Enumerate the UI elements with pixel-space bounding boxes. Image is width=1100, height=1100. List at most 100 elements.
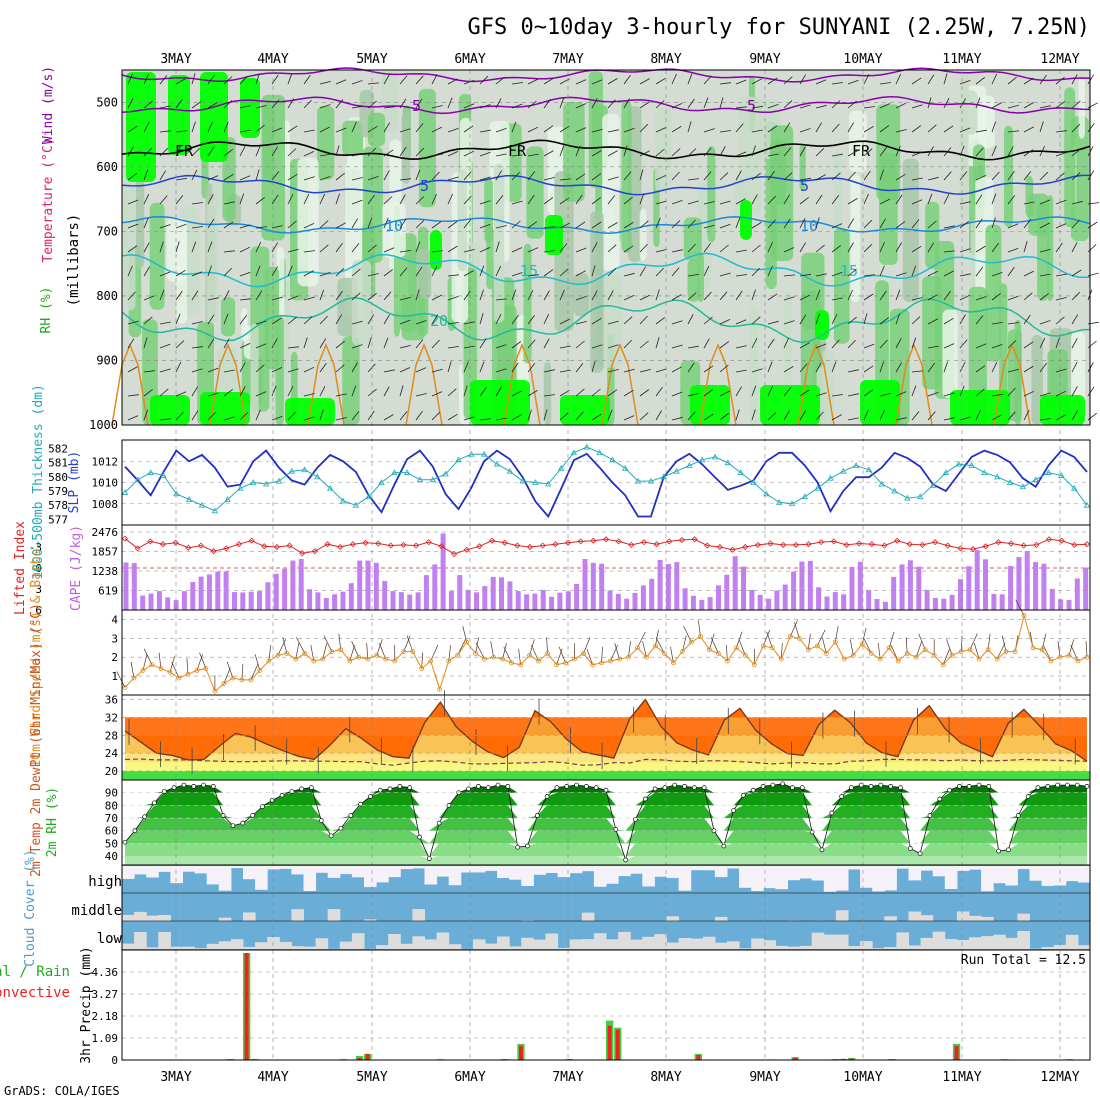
wind-barb (335, 193, 340, 205)
date-label-top: 11MAY (942, 52, 981, 67)
wind-barb (888, 631, 895, 648)
rh-streak (1064, 87, 1076, 228)
cloud-low-gap (944, 939, 958, 949)
wind-barb (319, 81, 331, 85)
wind-barb (911, 219, 920, 229)
wind-barb (794, 622, 800, 639)
wind-barb (495, 417, 507, 421)
wind-barb (623, 171, 632, 181)
lifted-index-marker (121, 535, 129, 542)
rh-marker (1055, 782, 1060, 788)
wind-barb (911, 125, 922, 133)
thickness-marker (737, 469, 744, 475)
rh-marker (1035, 785, 1041, 790)
wind-barb (831, 414, 842, 421)
wind-barb (447, 78, 458, 85)
wind-barb (623, 245, 634, 253)
wind-barb (799, 218, 806, 229)
tick-label: 50 (105, 837, 118, 850)
rh-streak (563, 102, 585, 202)
wind-barb (783, 410, 790, 421)
rh-marker (584, 783, 589, 789)
wind-barb (975, 147, 984, 157)
cloud-low-gap (376, 945, 389, 949)
rh-marker (976, 782, 982, 788)
wind-barb (447, 151, 459, 157)
wind-barb (847, 218, 855, 229)
thickness-marker (301, 466, 308, 473)
cloud-low-gap (303, 946, 317, 949)
thickness-marker (622, 465, 629, 471)
lifted-index-marker (299, 550, 306, 557)
upper-ylabel-mb: (millibars) (66, 214, 82, 307)
wind-barb (1023, 201, 1035, 205)
wind-barb (556, 648, 563, 665)
temp-ylabel: 2m Temp 2m DewPt (6hr Min/Max) (°C) (29, 603, 44, 877)
wind-barb (591, 221, 602, 229)
tick-label: 70 (105, 812, 118, 825)
wind-barb (351, 641, 360, 658)
wind-barb (430, 644, 439, 662)
cloud-low-gap (1065, 934, 1079, 949)
wind-barb (431, 339, 440, 349)
cape-bar (966, 566, 972, 610)
wind-barb (671, 200, 683, 205)
wind-barb (543, 197, 554, 205)
wind-speed-marker (419, 666, 425, 671)
wind-barb (1071, 219, 1080, 229)
wind-barb (383, 217, 389, 229)
wind-barb (1007, 368, 1019, 373)
temp-band-fill (125, 699, 1087, 762)
contour-label: 5 (747, 97, 756, 115)
lifted-index-marker (172, 539, 179, 546)
thickness-marker (955, 460, 962, 467)
wind-barb (991, 414, 1002, 421)
wind-barb (879, 125, 890, 133)
wind-barb (943, 125, 954, 133)
wind-speed-marker (572, 656, 577, 662)
wind-barb (159, 105, 171, 109)
thickness-marker (929, 482, 937, 488)
tick-label: 60 (105, 825, 118, 838)
cloud-mid-gap (956, 911, 970, 921)
lifted-index-marker (400, 541, 407, 548)
cape-bar (223, 571, 229, 610)
wind-barb (223, 388, 233, 397)
wind-barb (543, 77, 554, 85)
cloud-low-gap (956, 940, 970, 949)
wind-speed-marker (698, 634, 703, 639)
cloud-high-gap (969, 866, 982, 870)
wind-barb (383, 337, 389, 349)
precip-legend-convective: Convective (0, 985, 70, 1001)
wind-barb (191, 241, 197, 253)
wind-barb (143, 73, 149, 85)
wind-barb (591, 128, 603, 133)
wind-barb (479, 247, 491, 253)
wind-barb (399, 178, 411, 181)
cloud-high-gap (182, 866, 196, 872)
wind-barb (991, 217, 996, 229)
wind-barb (911, 316, 921, 325)
wind-barb (671, 125, 682, 133)
cloud-low-gap (690, 938, 704, 949)
cape-bar (841, 594, 847, 610)
wind-barb (207, 297, 219, 301)
rh-band-fill (125, 805, 1087, 819)
cape-bar (315, 592, 321, 610)
wind-barb (687, 200, 699, 205)
wind-barb (511, 289, 517, 301)
wind-barb (319, 362, 327, 373)
lifted-index-marker (1033, 541, 1040, 548)
tick-label: 578 (48, 499, 68, 512)
wind-barb (879, 392, 891, 397)
wind-barb (495, 344, 507, 349)
wind-barb (495, 76, 505, 85)
rh-band-fill (125, 830, 1087, 844)
tick-label: 580 (48, 471, 68, 484)
wind-barb (1039, 320, 1051, 325)
wind-barb (1023, 102, 1034, 109)
wind-barb (943, 194, 950, 205)
wind-barb (623, 127, 635, 133)
wind-speed-marker (608, 658, 613, 664)
wind-barb (591, 173, 602, 181)
